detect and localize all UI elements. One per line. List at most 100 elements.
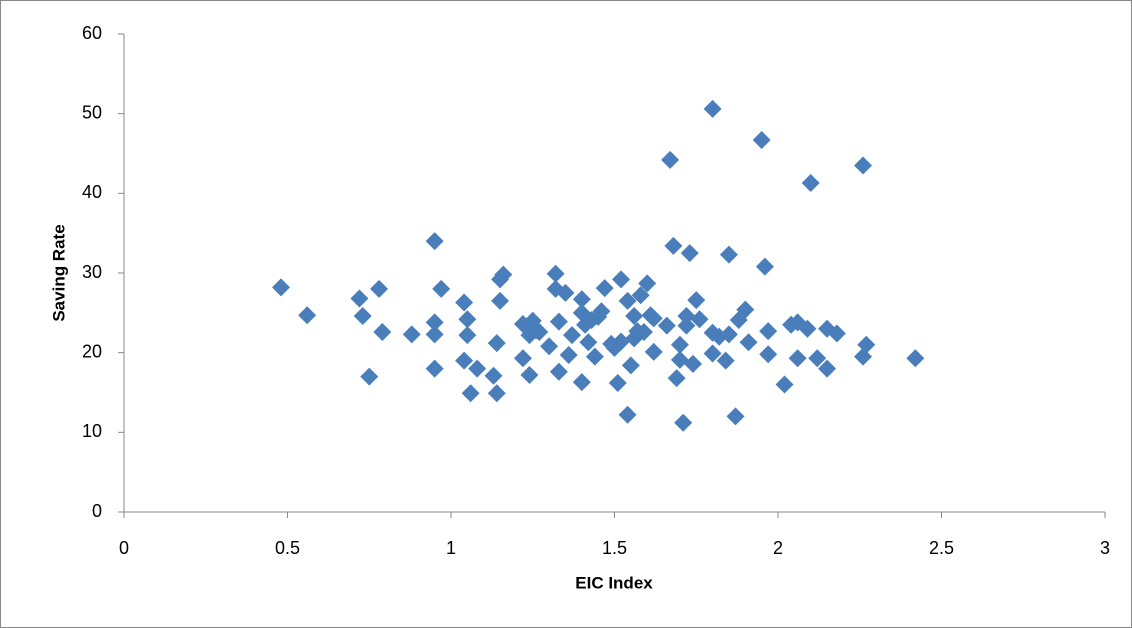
point [677, 316, 696, 335]
point [625, 307, 644, 326]
point [579, 333, 598, 352]
point [549, 312, 568, 331]
point [818, 359, 837, 378]
point [353, 307, 372, 326]
y-tick-label: 30 [82, 262, 102, 282]
point [657, 316, 676, 335]
point [775, 375, 794, 394]
point [425, 313, 444, 332]
point [520, 365, 539, 384]
x-tick-label: 0 [119, 538, 129, 558]
point [690, 310, 709, 329]
point [788, 349, 807, 368]
point [755, 257, 774, 276]
point [491, 291, 510, 310]
point [752, 130, 771, 149]
point [608, 373, 627, 392]
point [549, 362, 568, 381]
point [458, 326, 477, 345]
point [562, 326, 581, 345]
point [808, 349, 827, 368]
point [618, 405, 637, 424]
point [677, 307, 696, 326]
point [298, 306, 317, 325]
point [370, 279, 389, 298]
point [680, 244, 699, 263]
point [494, 265, 513, 284]
y-axis-title: Saving Rate [49, 224, 68, 321]
point [432, 279, 451, 298]
x-tick-label: 0.5 [275, 538, 300, 558]
point [674, 413, 693, 432]
point [572, 373, 591, 392]
x-tick-label: 2 [773, 538, 783, 558]
point [540, 337, 559, 356]
x-tick-label: 1 [446, 538, 456, 558]
point [827, 324, 846, 343]
point [484, 366, 503, 385]
point [530, 322, 549, 341]
point [595, 279, 614, 298]
point [618, 291, 637, 310]
point [425, 325, 444, 344]
point [644, 342, 663, 361]
x-tick-label: 1.5 [602, 538, 627, 558]
point [719, 245, 738, 264]
point [487, 384, 506, 403]
point [854, 156, 873, 175]
point [687, 291, 706, 310]
y-tick-label: 10 [82, 421, 102, 441]
point [592, 302, 611, 321]
point [546, 264, 565, 283]
point [455, 293, 474, 312]
x-tick-label: 2.5 [929, 538, 954, 558]
point [360, 367, 379, 386]
point [670, 335, 689, 354]
point [739, 333, 758, 352]
point [271, 278, 290, 297]
point [556, 283, 575, 302]
point [719, 325, 738, 344]
y-tick-label: 60 [82, 23, 102, 43]
point [458, 310, 477, 329]
point [621, 356, 640, 375]
point [801, 173, 820, 192]
point [703, 344, 722, 363]
point [906, 349, 925, 368]
point [468, 359, 487, 378]
point [402, 325, 421, 344]
point [664, 236, 683, 255]
point [425, 359, 444, 378]
x-tick-label: 3 [1100, 538, 1110, 558]
point [425, 232, 444, 251]
point [759, 322, 778, 341]
point [350, 289, 369, 308]
point [759, 345, 778, 364]
point [373, 322, 392, 341]
y-tick-label: 0 [92, 501, 102, 521]
point [559, 346, 578, 365]
point [634, 322, 653, 341]
point [572, 290, 591, 309]
point [644, 309, 663, 328]
point [455, 351, 474, 370]
point [513, 349, 532, 368]
point [857, 335, 876, 354]
point [585, 347, 604, 366]
y-tick-label: 20 [82, 341, 102, 361]
point [661, 150, 680, 169]
point [670, 350, 689, 369]
point [612, 270, 631, 289]
point [716, 351, 735, 370]
point [612, 332, 631, 351]
point [667, 369, 686, 388]
point [638, 274, 657, 293]
point [703, 99, 722, 118]
point [487, 334, 506, 353]
point [726, 407, 745, 426]
point [736, 300, 755, 319]
point [798, 319, 817, 338]
